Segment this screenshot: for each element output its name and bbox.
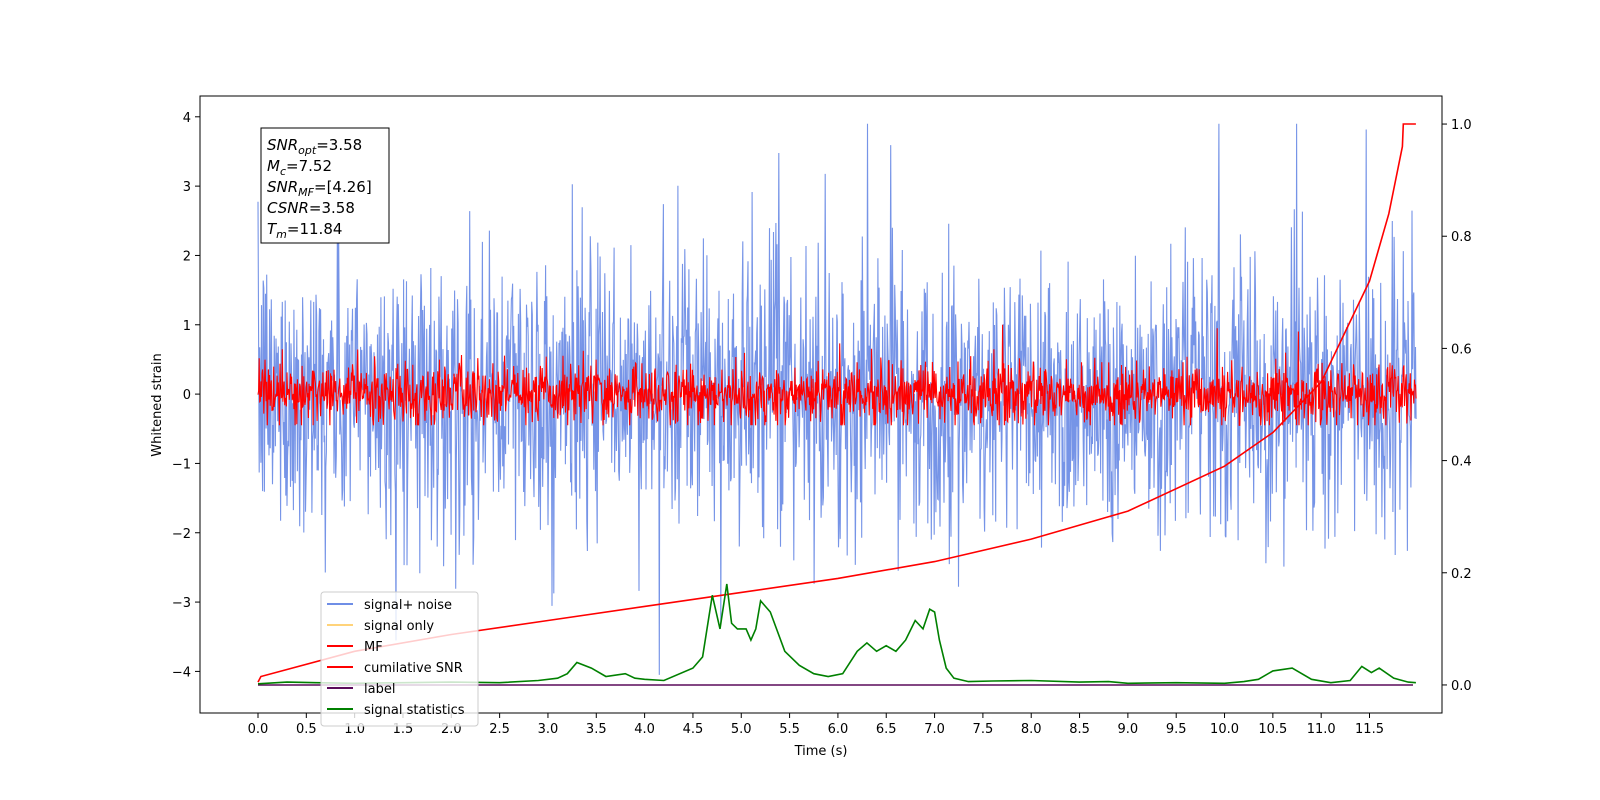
x-tick-label: 0.0 <box>248 722 269 737</box>
legend-item: signal statistics <box>327 703 465 718</box>
x-tick-label: 4.5 <box>683 722 704 737</box>
stat-name: SNR <box>267 136 298 154</box>
y-axis-label: Whitened strain <box>150 353 165 456</box>
stat-subscript: MF <box>298 186 314 199</box>
stats-annotation: SNRopt=3.58Mc=7.52SNRMF=[4.26]CSNR=3.58T… <box>260 127 390 244</box>
stat-name: M <box>267 157 280 175</box>
stat-subscript: opt <box>298 144 317 157</box>
legend-item: signal+ noise <box>327 598 452 613</box>
y-axis-right: 1.0 0.8 0.6 0.4 0.2 0.0 <box>1442 118 1472 694</box>
series-signal-statistics <box>257 583 1416 685</box>
x-tick-label: 8.0 <box>1021 722 1042 737</box>
x-tick-label: 4.0 <box>634 722 655 737</box>
x-tick-label: 5.5 <box>779 722 800 737</box>
legend-item: label <box>327 682 395 697</box>
stat-line: CSNR=3.58 <box>267 199 355 217</box>
y-tick-label: −3 <box>172 596 191 611</box>
stat-line: SNRopt=3.58 <box>267 136 362 157</box>
stats-box <box>260 127 390 244</box>
legend-item: cumilative SNR <box>327 661 463 676</box>
plot-area-frame <box>199 95 1443 714</box>
legend-box <box>320 591 479 727</box>
x-tick-label: 2.5 <box>489 722 510 737</box>
stat-value: =3.58 <box>316 136 362 154</box>
x-tick-label: 11.0 <box>1307 722 1336 737</box>
y-tick-label: 4 <box>183 111 191 126</box>
x-tick-label: 8.5 <box>1069 722 1090 737</box>
x-tick-label: 10.5 <box>1258 722 1287 737</box>
x-tick-label: 5.0 <box>731 722 752 737</box>
x-axis-label: Time (s) <box>794 744 848 759</box>
y-tick-label: 3 <box>183 180 191 195</box>
x-tick-label: 7.5 <box>973 722 994 737</box>
stat-line: Mc=7.52 <box>267 157 332 178</box>
x-tick-label: 11.5 <box>1355 722 1384 737</box>
x-tick-label: 3.5 <box>586 722 607 737</box>
legend-label: MF <box>364 640 383 655</box>
y2-tick-label: 0.0 <box>1451 679 1472 694</box>
y2-tick-label: 1.0 <box>1451 118 1472 133</box>
series-signal-noise <box>257 123 1417 675</box>
x-tick-label: 3.0 <box>538 722 559 737</box>
stat-value: =7.52 <box>286 157 332 175</box>
legend-label: signal only <box>364 619 434 634</box>
y2-tick-label: 0.8 <box>1451 230 1472 245</box>
x-tick-label: 6.0 <box>828 722 849 737</box>
stat-value: =3.58 <box>309 199 355 217</box>
x-tick-label: 0.5 <box>296 722 317 737</box>
stat-line: SNRMF=[4.26] <box>267 178 372 199</box>
y-tick-label: 1 <box>183 319 191 334</box>
legend: signal+ noise signal only MF cumilative SNR… <box>320 591 479 727</box>
y-tick-label: 2 <box>183 249 191 264</box>
y-tick-label: −2 <box>172 527 191 542</box>
x-tick-label: 9.0 <box>1118 722 1139 737</box>
y-tick-label: −4 <box>172 665 191 680</box>
legend-label: signal+ noise <box>364 598 452 613</box>
y2-tick-label: 0.4 <box>1451 455 1472 470</box>
legend-label: signal statistics <box>364 703 465 718</box>
x-tick-label: 7.0 <box>924 722 945 737</box>
stat-name: SNR <box>267 178 298 196</box>
legend-label: label <box>364 682 395 697</box>
y2-tick-label: 0.2 <box>1451 567 1472 582</box>
stat-subscript: c <box>280 165 286 178</box>
x-tick-label: 6.5 <box>876 722 897 737</box>
y-tick-label: −1 <box>172 457 191 472</box>
y2-tick-label: 0.6 <box>1451 342 1472 357</box>
x-tick-label: 9.5 <box>1166 722 1187 737</box>
legend-label: cumilative SNR <box>364 661 463 676</box>
x-tick-label: 10.0 <box>1210 722 1239 737</box>
series-mf <box>257 324 1417 426</box>
legend-item: MF <box>327 640 383 655</box>
stat-name: T <box>267 220 278 238</box>
y-axis-left: 4 3 2 1 0 −1 −2 −3 −4 <box>172 111 200 680</box>
stat-value: =11.84 <box>287 220 343 238</box>
stat-value: =[4.26] <box>314 178 372 196</box>
legend-item: signal only <box>327 619 434 634</box>
stat-subscript: m <box>276 228 287 241</box>
y-tick-label: 0 <box>183 388 191 403</box>
stat-line: Tm=11.84 <box>267 220 342 241</box>
stat-name: CSNR <box>267 199 309 217</box>
